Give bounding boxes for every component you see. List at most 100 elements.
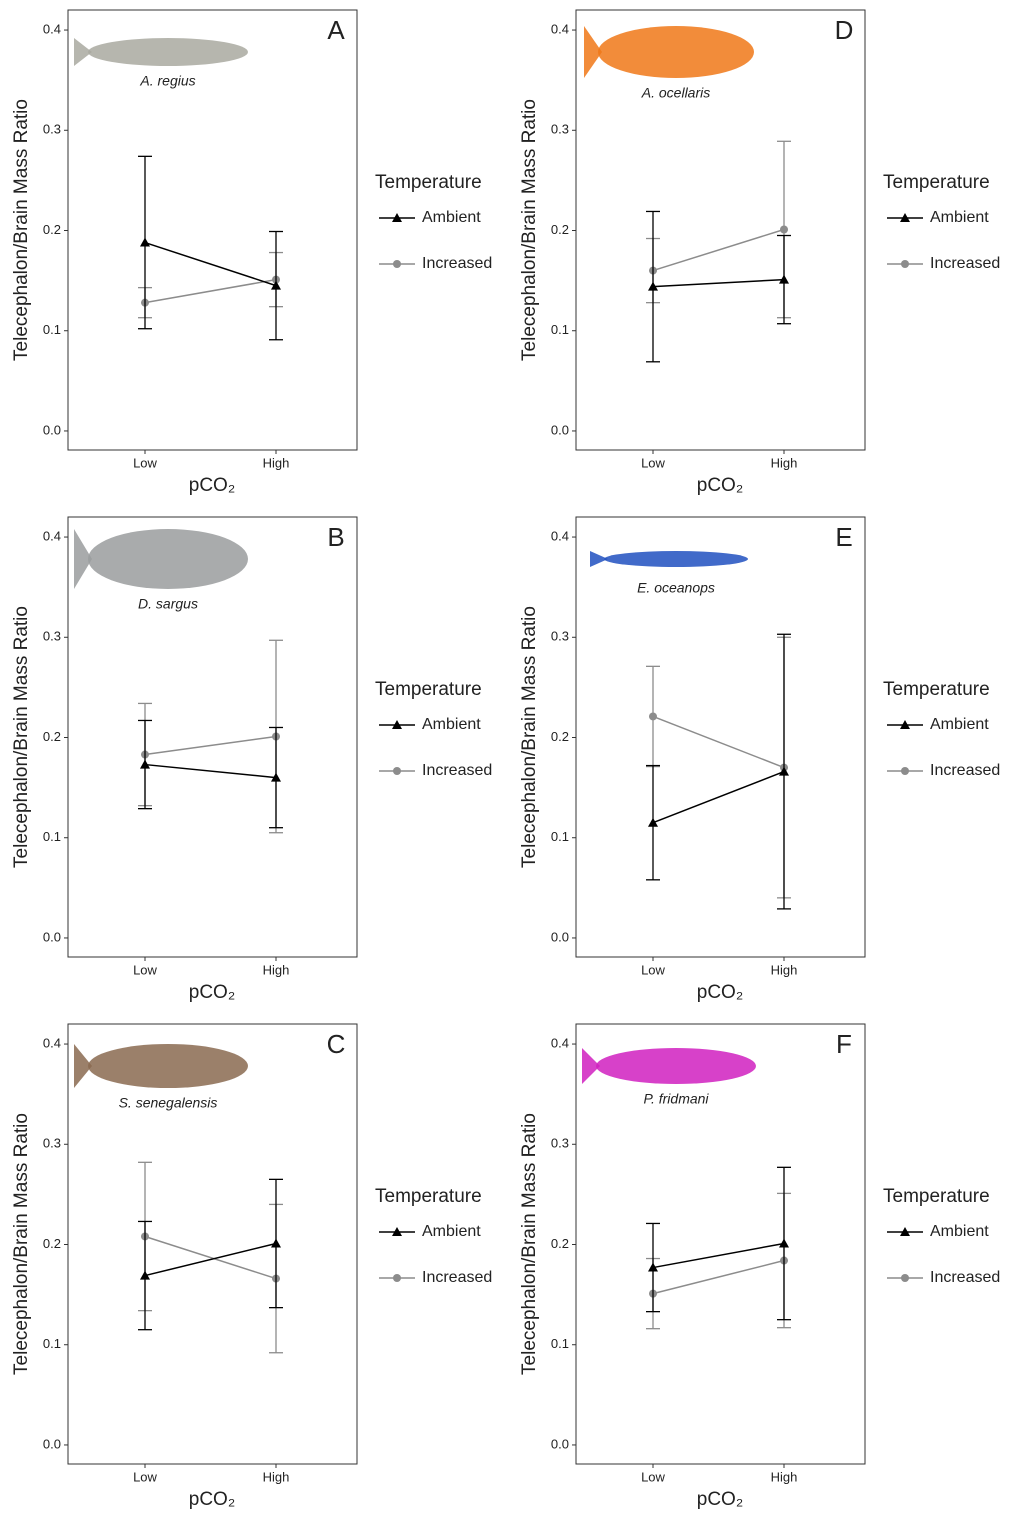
- series-line: [653, 1261, 784, 1294]
- series-line: [145, 1243, 276, 1275]
- y-tick-label: 0.2: [551, 729, 569, 744]
- legend-label: Increased: [422, 1269, 492, 1286]
- legend-label: Increased: [930, 255, 1000, 272]
- legend-marker: [393, 767, 401, 775]
- legend-label: Ambient: [422, 1223, 481, 1240]
- legend-label: Increased: [930, 1269, 1000, 1286]
- legend-marker: [901, 260, 909, 268]
- y-axis-label: Telecephalon/Brain Mass Ratio: [11, 1113, 32, 1375]
- plot-frame: [576, 10, 865, 450]
- point-marker: [648, 818, 658, 827]
- legend-title: Temperature: [375, 679, 482, 700]
- y-tick-label: 0.1: [43, 322, 61, 337]
- x-axis-label: pCO₂: [697, 1489, 743, 1510]
- series-line: [653, 772, 784, 823]
- panel-label: B: [327, 522, 344, 552]
- x-tick-label: Low: [133, 962, 157, 977]
- legend-label: Increased: [930, 762, 1000, 779]
- panel: 0.00.10.20.30.4LowHighpCO₂Telecephalon/B…: [519, 517, 1000, 1003]
- y-tick-label: 0.4: [43, 21, 61, 36]
- fish-tail: [582, 1048, 600, 1084]
- legend-marker: [901, 767, 909, 775]
- y-tick-label: 0.1: [551, 829, 569, 844]
- x-tick-label: High: [263, 455, 290, 470]
- species-name: A. regius: [139, 73, 195, 89]
- y-tick-label: 0.3: [43, 1136, 61, 1151]
- legend-label: Ambient: [422, 209, 481, 226]
- legend-marker: [393, 1274, 401, 1282]
- figure: 0.0 0.1 0.2 0.3 0.4 Low High pCO₂ Telecephalon/B…: [0, 0, 1010, 1513]
- plot-frame: [68, 10, 357, 450]
- panel: 0.00.10.20.30.4LowHighpCO₂Telecephalon/B…: [11, 517, 492, 1003]
- x-tick-label: High: [771, 962, 798, 977]
- fish-tail: [74, 529, 92, 589]
- panel-label: C: [327, 1029, 346, 1059]
- x-axis-label: pCO₂: [189, 982, 235, 1003]
- fish-tail: [74, 38, 92, 66]
- y-tick-label: 0.2: [43, 729, 61, 744]
- y-axis-label: Telecephalon/Brain Mass Ratio: [11, 606, 32, 868]
- y-tick-label: 0.0: [43, 929, 61, 944]
- point-marker: [780, 225, 788, 233]
- panel-label: A: [327, 15, 345, 45]
- legend-title: Temperature: [375, 172, 482, 193]
- y-axis-label: Telecephalon/Brain Mass Ratio: [519, 99, 540, 361]
- species-name: D. sargus: [138, 596, 198, 612]
- fish-image: [604, 551, 748, 567]
- plot-frame: [576, 517, 865, 957]
- legend-title: Temperature: [883, 172, 990, 193]
- series-line: [653, 229, 784, 270]
- x-tick-label: High: [263, 1469, 290, 1484]
- legend-title: Temperature: [375, 1186, 482, 1207]
- y-axis-label: Telecephalon/Brain Mass Ratio: [519, 606, 540, 868]
- y-tick-label: 0.2: [43, 1236, 61, 1251]
- legend-label: Ambient: [930, 716, 989, 733]
- x-tick-label: High: [771, 1469, 798, 1484]
- point-marker: [140, 760, 150, 769]
- fish-image: [596, 1048, 756, 1084]
- x-axis-label: pCO₂: [697, 475, 743, 496]
- panel-label: F: [836, 1029, 852, 1059]
- series-line: [653, 1243, 784, 1267]
- plot-frame: [576, 1024, 865, 1464]
- fish-image: [598, 26, 754, 78]
- x-tick-label: Low: [641, 962, 665, 977]
- y-tick-label: 0.0: [43, 1436, 61, 1451]
- y-tick-label: 0.2: [551, 222, 569, 237]
- x-tick-label: Low: [133, 1469, 157, 1484]
- x-axis-label: pCO₂: [189, 1489, 235, 1510]
- point-marker: [779, 1238, 789, 1247]
- legend-marker: [393, 260, 401, 268]
- y-tick-label: 0.1: [551, 322, 569, 337]
- point-marker: [649, 712, 657, 720]
- panel-label: D: [835, 15, 854, 45]
- y-tick-label: 0.1: [43, 1336, 61, 1351]
- species-name: A. ocellaris: [641, 85, 710, 101]
- x-tick-label: Low: [641, 455, 665, 470]
- fish-tail: [74, 1044, 92, 1088]
- legend-label: Ambient: [930, 1223, 989, 1240]
- y-tick-label: 0.2: [43, 222, 61, 237]
- y-axis-label: Telecephalon/Brain Mass Ratio: [519, 1113, 540, 1375]
- y-tick-label: 0.4: [551, 528, 569, 543]
- panel: 0.00.10.20.30.4LowHighpCO₂Telecephalon/B…: [519, 10, 1000, 496]
- x-tick-label: Low: [133, 455, 157, 470]
- legend-title: Temperature: [883, 1186, 990, 1207]
- x-axis-label: pCO₂: [697, 982, 743, 1003]
- y-tick-label: 0.1: [551, 1336, 569, 1351]
- series-line: [145, 765, 276, 778]
- series-line: [145, 1236, 276, 1278]
- y-tick-label: 0.0: [551, 422, 569, 437]
- x-tick-label: High: [771, 455, 798, 470]
- y-tick-label: 0.3: [551, 122, 569, 137]
- series-line: [653, 716, 784, 767]
- y-tick-label: 0.4: [551, 1035, 569, 1050]
- x-tick-label: High: [263, 962, 290, 977]
- y-tick-label: 0.2: [551, 1236, 569, 1251]
- legend-label: Increased: [422, 762, 492, 779]
- panel-label: E: [835, 522, 852, 552]
- y-tick-label: 0.0: [551, 1436, 569, 1451]
- fish-tail: [584, 26, 602, 78]
